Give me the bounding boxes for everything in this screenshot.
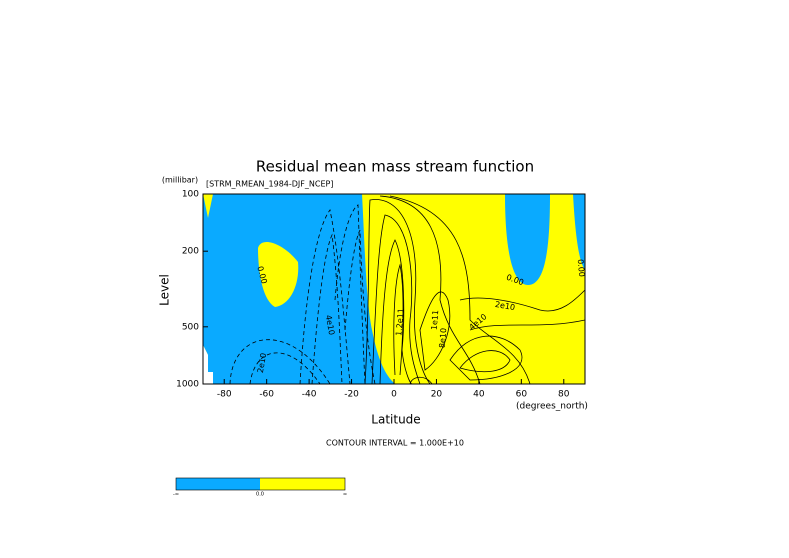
plot-area (202, 193, 586, 385)
contour-label: 0.00 (255, 265, 268, 285)
x-axis-label: Latitude (371, 413, 420, 427)
contours (229, 195, 586, 385)
y-tick-label: 100 (182, 190, 199, 200)
colorbar-label: 0.0 (256, 492, 264, 498)
contour-interval: CONTOUR INTERVAL = 1.000E+10 (326, 439, 464, 448)
y-unit: (millibar) (162, 176, 198, 185)
fill-positive (203, 194, 213, 218)
fill-negative (505, 194, 550, 285)
x-tick-label: 80 (558, 390, 570, 400)
x-tick-label: -60 (259, 390, 274, 400)
x-tick-label: 60 (516, 390, 528, 400)
x-tick-label: 40 (473, 390, 485, 400)
contour-label: 1e11 (430, 310, 441, 331)
colorbar-label: ∞ (343, 492, 347, 498)
y-tick-label: 200 (182, 247, 199, 257)
contour-label: 2e10 (494, 300, 515, 312)
x-unit: (degrees_north) (516, 402, 588, 412)
colorbar-swatch (176, 478, 260, 490)
chart-title: Residual mean mass stream function (256, 158, 534, 176)
subtitle: [STRM_RMEAN_1984-DJF_NCEP] (206, 180, 333, 189)
contour-label: 8e10 (438, 328, 449, 349)
fill-negative (203, 194, 395, 384)
contour-label: 2e10 (256, 352, 268, 373)
contour-label: 0.00 (576, 259, 587, 278)
x-tick-label: 0 (391, 390, 397, 400)
missing-data (203, 345, 213, 384)
y-tick-label: 1000 (176, 380, 199, 390)
x-tick-label: -20 (344, 390, 359, 400)
x-tick-label: -40 (302, 390, 317, 400)
colorbar-frame (175, 477, 346, 491)
y-axis-label: Level (158, 274, 172, 306)
colorbar-swatch (260, 478, 345, 490)
colorbar-label: -∞ (173, 492, 179, 498)
colorbar: -∞ 0.0 ∞ (173, 477, 347, 498)
x-tick-label: -80 (217, 390, 232, 400)
y-tick-label: 500 (182, 322, 199, 332)
contour-label: 1.2e11 (394, 308, 405, 337)
fill-positive (258, 242, 299, 307)
x-tick-label: 20 (431, 390, 443, 400)
fill-negative (573, 194, 585, 270)
contour-label: 4e10 (324, 314, 336, 335)
